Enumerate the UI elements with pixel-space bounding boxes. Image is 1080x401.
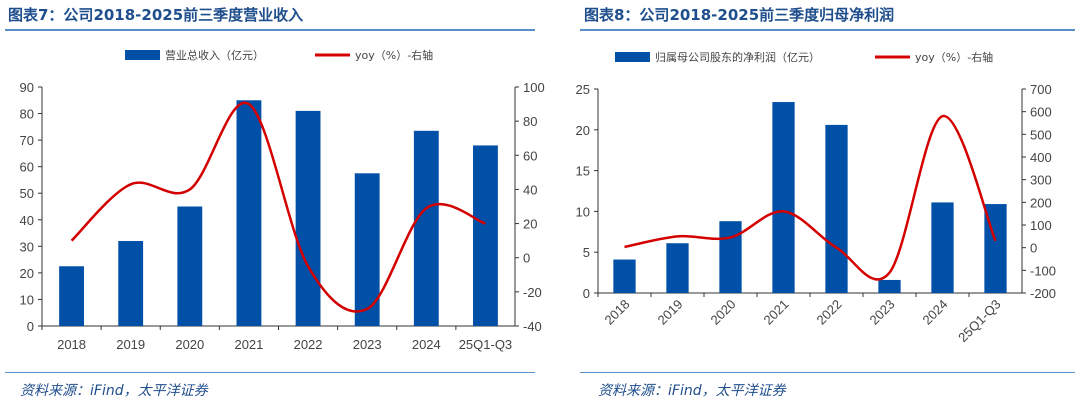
x-tick-label: 2020 [708, 297, 739, 328]
right-tick-label: -40 [523, 319, 542, 334]
x-tick-label: 2022 [814, 297, 845, 328]
right-tick-label: 20 [523, 217, 537, 232]
x-tick-label: 2024 [920, 297, 951, 328]
left-tick-label: 0 [583, 286, 590, 301]
bar-2020 [719, 221, 742, 293]
bar-2021 [236, 100, 262, 327]
right-tick-label: 100 [1030, 218, 1052, 233]
x-tick-label: 2021 [234, 337, 263, 352]
right-tick-label: 400 [1030, 150, 1052, 165]
right-tick-label: 80 [523, 114, 537, 129]
left-tick-label: 40 [20, 213, 34, 228]
right-tick-label: 600 [1030, 105, 1052, 120]
bar-2023 [878, 279, 901, 293]
right-tick-label: 500 [1030, 127, 1052, 142]
x-tick-label: 2024 [412, 337, 441, 352]
footer-divider [5, 372, 535, 373]
bar-2022 [295, 110, 321, 327]
left-tick-label: 60 [20, 160, 34, 175]
left-tick-label: 15 [576, 164, 590, 179]
right-tick-label: 60 [523, 148, 537, 163]
legend-bar-swatch [125, 50, 160, 60]
x-tick-label: 2021 [761, 297, 792, 328]
x-tick-label: 2018 [57, 337, 86, 352]
legend-bar-label: 营业总收入（亿元） [165, 48, 264, 62]
x-tick-label: 2022 [294, 337, 323, 352]
legend-bar-swatch [615, 52, 650, 62]
right-tick-label: -100 [1030, 263, 1056, 278]
left-tick-label: 90 [20, 80, 34, 95]
yoy-line [70, 101, 486, 313]
bar-2019 [666, 243, 689, 293]
bar-2024 [931, 202, 954, 293]
right-tick-label: 0 [523, 251, 530, 266]
left-tick-label: 20 [576, 123, 590, 138]
x-tick-label: 25Q1-Q3 [955, 297, 1003, 345]
right-tick-label: -20 [523, 285, 542, 300]
bar-2022 [825, 124, 848, 294]
left-tick-label: 10 [576, 204, 590, 219]
yoy-line [624, 114, 997, 281]
title-divider [5, 29, 535, 31]
x-tick-label: 2023 [353, 337, 382, 352]
footer-divider [580, 372, 1075, 373]
bar-2018 [613, 259, 636, 293]
left-tick-label: 70 [20, 133, 34, 148]
legend-line-label: yoy（%）-右轴 [915, 50, 993, 64]
chart2-title: 图表8：公司2018-2025前三季度归母净利润 [584, 6, 895, 24]
x-tick-label: 2023 [867, 297, 898, 328]
left-tick-label: 50 [20, 186, 34, 201]
chart1-source: 资料来源：iFind，太平洋证券 [20, 383, 208, 399]
chart2-source: 资料来源：iFind，太平洋证券 [598, 383, 786, 399]
left-tick-label: 80 [20, 107, 34, 122]
bar-2024 [413, 130, 439, 326]
x-tick-label: 2018 [602, 297, 633, 328]
bar-2019 [118, 241, 144, 326]
left-tick-label: 5 [583, 245, 590, 260]
bar-2018 [59, 266, 84, 326]
bar-2021 [772, 102, 795, 293]
bar-2020 [177, 206, 203, 326]
right-tick-label: -200 [1030, 286, 1056, 301]
chart1-title: 图表7：公司2018-2025前三季度营业收入 [8, 6, 304, 24]
right-tick-label: 200 [1030, 195, 1052, 210]
x-tick-label: 25Q1-Q3 [459, 337, 512, 352]
right-tick-label: 0 [1030, 241, 1037, 256]
right-tick-label: 700 [1030, 82, 1052, 97]
legend-bar-label: 归属母公司股东的净利润（亿元） [655, 50, 820, 64]
right-tick-label: 100 [523, 80, 545, 95]
left-tick-label: 20 [20, 266, 34, 281]
x-tick-label: 2019 [116, 337, 145, 352]
legend-line-label: yoy（%）-右轴 [355, 48, 433, 62]
x-tick-label: 2019 [655, 297, 686, 328]
x-tick-label: 2020 [175, 337, 204, 352]
bar-2023 [354, 173, 380, 326]
bar-25Q1-Q3 [473, 145, 498, 326]
left-tick-label: 25 [576, 82, 590, 97]
right-tick-label: 40 [523, 182, 537, 197]
left-tick-label: 0 [27, 319, 34, 334]
right-tick-label: 300 [1030, 173, 1052, 188]
left-tick-label: 30 [20, 239, 34, 254]
title-divider [580, 29, 1075, 31]
left-tick-label: 10 [20, 292, 34, 307]
